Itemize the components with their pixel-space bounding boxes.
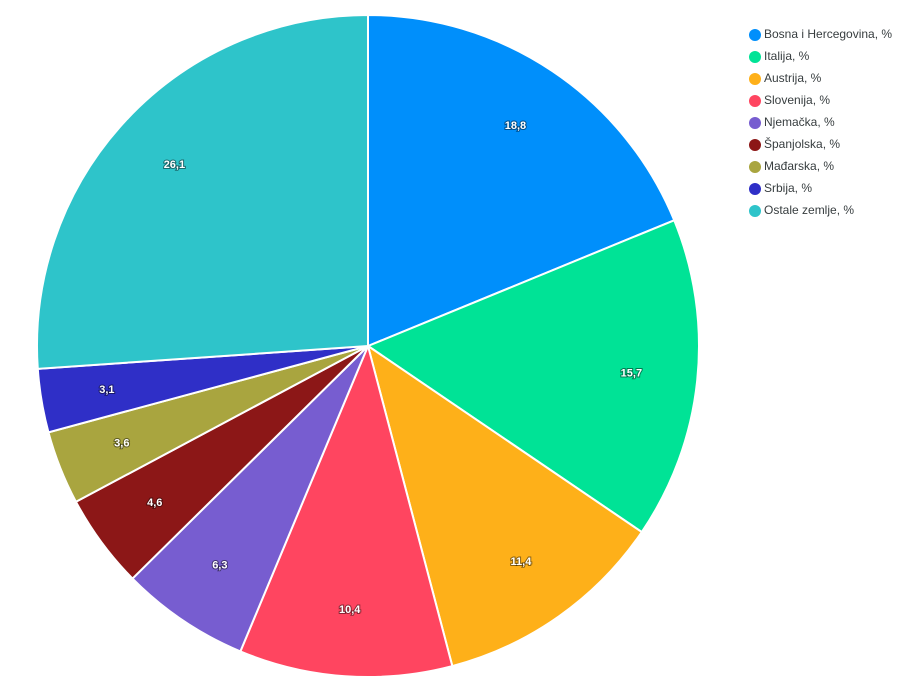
- legend-marker[interactable]: [749, 205, 761, 217]
- data-label: 11,4: [511, 556, 533, 568]
- pie-slice: [367, 13, 676, 348]
- pie-slice: [36, 13, 369, 370]
- legend-marker[interactable]: [749, 29, 761, 41]
- data-label: 3,6: [114, 437, 129, 449]
- data-label: 4,6: [147, 497, 162, 509]
- legend-marker[interactable]: [749, 183, 761, 195]
- data-label: 3,1: [99, 384, 114, 396]
- legend-marker[interactable]: [749, 117, 761, 129]
- legend-marker[interactable]: [749, 51, 761, 63]
- legend-label[interactable]: Španjolska, %: [764, 136, 840, 151]
- data-label: 15,7: [621, 367, 642, 379]
- data-label: 26,1: [164, 159, 185, 171]
- legend-label[interactable]: Austrija, %: [764, 71, 822, 85]
- legend-label[interactable]: Slovenija, %: [764, 93, 830, 107]
- pie-slice: [131, 345, 369, 653]
- pie-slice: [239, 342, 454, 678]
- legend-label[interactable]: Njemačka, %: [764, 115, 835, 129]
- data-label: 10,4: [339, 604, 361, 616]
- pie-slice: [365, 218, 700, 534]
- pie-slice: [366, 343, 644, 668]
- legend-label[interactable]: Ostale zemlje, %: [764, 203, 854, 217]
- data-label: 18,8: [505, 120, 526, 132]
- legend-marker[interactable]: [749, 161, 761, 173]
- legend-label[interactable]: Srbija, %: [764, 181, 812, 195]
- legend-marker[interactable]: [749, 73, 761, 85]
- legend-label[interactable]: Italija, %: [764, 49, 810, 63]
- legend-label[interactable]: Bosna i Hercegovina, %: [764, 27, 892, 41]
- legend-marker[interactable]: [749, 95, 761, 107]
- legend-label[interactable]: Mađarska, %: [764, 159, 834, 173]
- data-label: 6,3: [212, 559, 227, 571]
- legend-marker[interactable]: [749, 139, 761, 151]
